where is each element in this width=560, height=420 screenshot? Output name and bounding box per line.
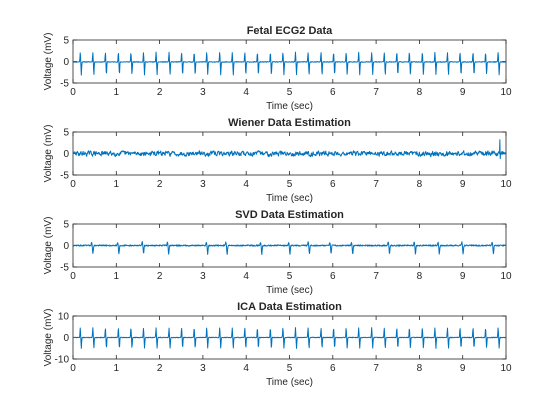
chart-4-y-tick-label: -10 xyxy=(55,355,70,366)
chart-2-x-tick-label: 1 xyxy=(114,179,120,190)
chart-1-x-tick-label: 4 xyxy=(243,87,249,98)
chart-4-x-tick-label: 8 xyxy=(417,363,423,374)
chart-3-x-tick-label: 4 xyxy=(243,271,249,282)
chart-2-series-line xyxy=(72,139,507,160)
chart-1-y-tick-label: -5 xyxy=(60,79,69,90)
chart-2-x-tick-label: 10 xyxy=(500,179,512,190)
chart-4-x-label: Time (sec) xyxy=(266,377,313,388)
chart-2-x-tick-label: 6 xyxy=(330,179,336,190)
chart-2-y-tick-label: 0 xyxy=(63,149,69,160)
chart-2-y-tick-label: -5 xyxy=(60,171,69,182)
chart-2-x-tick-label: 9 xyxy=(460,179,466,190)
chart-1-y-tick-label: 0 xyxy=(63,57,69,68)
chart-4-title: ICA Data Estimation xyxy=(237,301,342,313)
chart-3-y-tick-label: 5 xyxy=(63,220,69,231)
chart-3-x-tick-label: 3 xyxy=(200,271,206,282)
chart-1-x-tick-label: 6 xyxy=(330,87,336,98)
chart-2-x-tick-label: 0 xyxy=(70,179,76,190)
chart-3-x-tick-label: 9 xyxy=(460,271,466,282)
chart-1-title: Fetal ECG2 Data xyxy=(247,25,333,37)
chart-4-x-tick-label: 0 xyxy=(70,363,76,374)
chart-3-y-label: Voltage (mV) xyxy=(43,217,54,275)
chart-1-x-tick-label: 5 xyxy=(287,87,293,98)
chart-1-x-label: Time (sec) xyxy=(266,101,313,112)
chart-3-x-tick-label: 1 xyxy=(114,271,120,282)
chart-2-x-tick-label: 2 xyxy=(157,179,163,190)
chart-1-x-tick-label: 8 xyxy=(417,87,423,98)
chart-4-x-tick-label: 2 xyxy=(157,363,163,374)
chart-3-title: SVD Data Estimation xyxy=(235,209,344,221)
chart-3-x-tick-label: 10 xyxy=(500,271,512,282)
chart-3-y-tick-label: -5 xyxy=(60,263,69,274)
chart-2-x-tick-label: 7 xyxy=(373,179,379,190)
chart-4-x-tick-label: 6 xyxy=(330,363,336,374)
chart-3-series-line xyxy=(72,241,507,255)
chart-4-y-label: Voltage (mV) xyxy=(43,309,54,367)
chart-4-x-tick-label: 9 xyxy=(460,363,466,374)
chart-4-y-tick-label: 0 xyxy=(63,333,69,344)
chart-2-y-label: Voltage (mV) xyxy=(43,125,54,183)
chart-4-x-tick-label: 3 xyxy=(200,363,206,374)
chart-2-title: Wiener Data Estimation xyxy=(228,117,351,129)
chart-1-y-tick-label: 5 xyxy=(63,36,69,47)
chart-3-x-tick-label: 0 xyxy=(70,271,76,282)
chart-4-y-tick-label: 10 xyxy=(58,312,70,323)
chart-2-x-label: Time (sec) xyxy=(266,193,313,204)
chart-1-x-tick-label: 9 xyxy=(460,87,466,98)
chart-1-x-tick-label: 7 xyxy=(373,87,379,98)
chart-3-x-tick-label: 6 xyxy=(330,271,336,282)
chart-2-x-tick-label: 5 xyxy=(287,179,293,190)
chart-1-y-label: Voltage (mV) xyxy=(43,33,54,91)
chart-3-x-tick-label: 2 xyxy=(157,271,163,282)
chart-1-x-tick-label: 0 xyxy=(70,87,76,98)
chart-4-series-line xyxy=(72,327,507,349)
chart-3-x-tick-label: 5 xyxy=(287,271,293,282)
chart-2-y-tick-label: 5 xyxy=(63,128,69,139)
chart-4-x-tick-label: 10 xyxy=(500,363,512,374)
chart-1-x-tick-label: 2 xyxy=(157,87,163,98)
chart-1-x-tick-label: 3 xyxy=(200,87,206,98)
chart-2-x-tick-label: 3 xyxy=(200,179,206,190)
chart-3-y-tick-label: 0 xyxy=(63,241,69,252)
chart-4-x-tick-label: 4 xyxy=(243,363,249,374)
chart-2-x-tick-label: 8 xyxy=(417,179,423,190)
chart-3-x-tick-label: 8 xyxy=(417,271,423,282)
chart-3-x-tick-label: 7 xyxy=(373,271,379,282)
chart-4-x-tick-label: 1 xyxy=(114,363,120,374)
chart-1-series-line xyxy=(72,51,507,76)
chart-2-x-tick-label: 4 xyxy=(243,179,249,190)
chart-4-x-tick-label: 7 xyxy=(373,363,379,374)
chart-1-x-tick-label: 1 xyxy=(114,87,120,98)
chart-3-x-label: Time (sec) xyxy=(266,285,313,296)
chart-1-x-tick-label: 10 xyxy=(500,87,512,98)
chart-4-x-tick-label: 5 xyxy=(287,363,293,374)
